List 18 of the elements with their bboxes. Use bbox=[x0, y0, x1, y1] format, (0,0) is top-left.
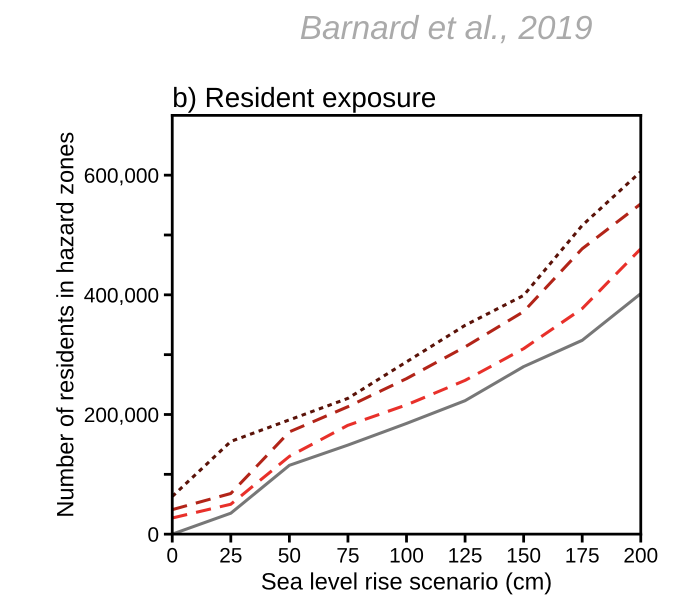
x-tick-label: 125 bbox=[449, 548, 482, 563]
x-tick-label: 75 bbox=[337, 548, 359, 563]
x-axis-title: Sea level rise scenario (cm) bbox=[262, 572, 551, 594]
y-tick-label: 600,000 bbox=[84, 168, 158, 186]
x-tick-label: 0 bbox=[167, 548, 178, 563]
y-tick-label: 200,000 bbox=[84, 407, 158, 425]
text: Barnard et al., 2019 bbox=[300, 14, 592, 44]
chart-title: b) Resident exposure bbox=[174, 86, 436, 113]
y-tick-label: 0 bbox=[148, 527, 158, 542]
y-tick-label: 400,000 bbox=[84, 288, 158, 306]
x-tick-label: 50 bbox=[278, 548, 300, 563]
x-tick-label: 150 bbox=[508, 548, 540, 563]
x-tick-label: 100 bbox=[390, 548, 424, 563]
y-axis-title: Number of residents in hazard zones bbox=[56, 132, 74, 516]
x-tick-label: 25 bbox=[220, 548, 242, 563]
x-tick-label: 175 bbox=[566, 548, 599, 563]
x-tick-label: 200 bbox=[624, 548, 658, 563]
line-series bbox=[172, 247, 641, 520]
